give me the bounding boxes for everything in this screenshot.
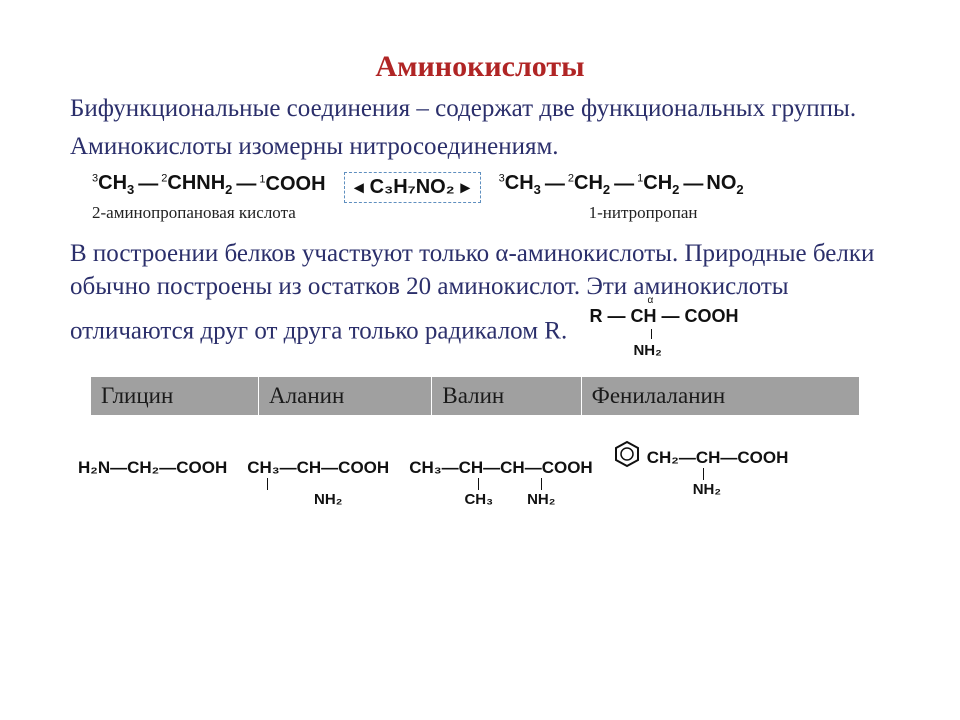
alanine-nh2: NH₂ [314,491,342,508]
valine-ch3: CH₃ [464,491,493,508]
amino-acids-table: Глицин Аланин Валин Фенилаланин [90,376,860,416]
center-formula-box: ◂ C₃H₇NO₂ ▸ [344,172,481,203]
valine-nh2: NH₂ [527,491,555,508]
valine-top: CH₃—CH—CH—COOH [409,458,593,478]
table-row: Глицин Аланин Валин Фенилаланин [91,376,860,415]
table-cell-valine: Валин [432,376,581,415]
structure-glycine: H₂N—CH₂—COOH [78,458,227,478]
carbon-num: 2 [161,172,167,184]
isomer-left-label: 2-аминопропановая кислота [92,203,296,223]
page-title: Аминокислоты [70,50,890,84]
intro-paragraph-1: Бифункциональные соединения – содержат д… [70,92,890,126]
alpha-label: α [647,294,653,308]
structures-row: H₂N—CH₂—COOH CH₃—CH—COOH NH₂ CH₃—CH—CH—C… [78,440,890,509]
benzene-ring-icon [613,440,641,468]
isomer-row: 3CH3 — 2CHNH2 — 1COOH 2-аминопропановая … [92,172,890,223]
carbon-num: 3 [92,172,98,184]
intro-text-1: Бифункциональные соединения – содержат д… [70,95,856,122]
carbon-num: 2 [568,172,574,184]
intro-text-2: Аминокислоты изомерны нитросоединениям. [70,133,559,160]
generic-main-line: R — CH — COOH [589,306,738,326]
phe-nh2: NH₂ [693,481,789,498]
generic-nh2: NH₂ [633,341,738,361]
phe-top: CH₂—CH—COOH [647,448,789,468]
structure-alanine: CH₃—CH—COOH NH₂ [247,458,389,509]
table-cell-phenylalanine: Фенилаланин [581,376,859,415]
glycine-formula: H₂N—CH₂—COOH [78,458,227,478]
table-cell-alanine: Аланин [259,376,432,415]
arrow-right-icon: ▸ [461,177,470,198]
generic-amino-structure: α R — CH — COOH NH₂ [589,304,738,362]
carbon-num: 1 [259,173,265,185]
isomer-right-label: 1-нитропропан [589,203,698,223]
structure-valine: CH₃—CH—CH—COOH CH₃ NH₂ [409,458,593,509]
isomer-left: 3CH3 — 2CHNH2 — 1COOH 2-аминопропановая … [92,172,326,223]
arrow-left-icon: ◂ [355,177,364,198]
body-text: В построении белков участвуют только α-а… [70,240,874,345]
table-cell-glycine: Глицин [91,376,259,415]
body-paragraph: В построении белков участвуют только α-а… [70,237,890,362]
alanine-top: CH₃—CH—COOH [247,458,389,478]
structure-phenylalanine: CH₂—CH—COOH NH₂ [613,440,789,499]
carbon-num: 3 [499,172,505,184]
molecular-formula: C₃H₇NO₂ [370,176,455,199]
isomer-right: 3CH3 — 2CH2 — 1CH2 — NO2 1-нитропропан [499,172,744,223]
intro-paragraph-2: Аминокислоты изомерны нитросоединениям. [70,130,890,164]
carbon-num: 1 [637,172,643,184]
